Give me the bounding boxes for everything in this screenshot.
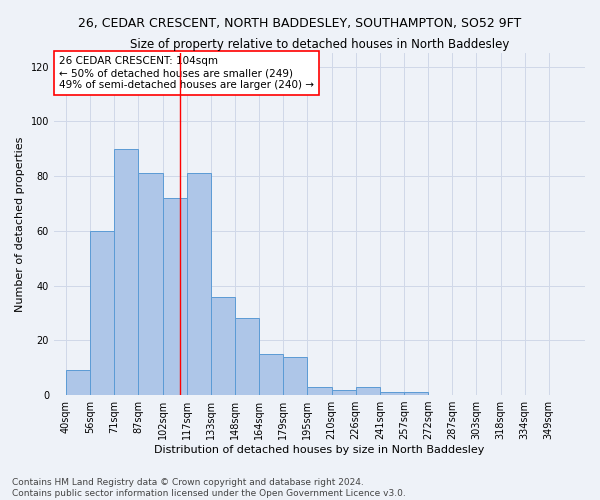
Bar	[114, 149, 139, 395]
Bar	[211, 296, 235, 395]
Bar	[283, 357, 307, 395]
X-axis label: Distribution of detached houses by size in North Baddesley: Distribution of detached houses by size …	[154, 445, 485, 455]
Text: 26, CEDAR CRESCENT, NORTH BADDESLEY, SOUTHAMPTON, SO52 9FT: 26, CEDAR CRESCENT, NORTH BADDESLEY, SOU…	[79, 18, 521, 30]
Bar	[235, 318, 259, 395]
Bar	[404, 392, 428, 395]
Bar	[380, 392, 404, 395]
Bar	[66, 370, 90, 395]
Title: Size of property relative to detached houses in North Baddesley: Size of property relative to detached ho…	[130, 38, 509, 51]
Bar	[332, 390, 356, 395]
Bar	[356, 387, 380, 395]
Bar	[163, 198, 187, 395]
Bar	[90, 231, 114, 395]
Text: 26 CEDAR CRESCENT: 104sqm
← 50% of detached houses are smaller (249)
49% of semi: 26 CEDAR CRESCENT: 104sqm ← 50% of detac…	[59, 56, 314, 90]
Y-axis label: Number of detached properties: Number of detached properties	[15, 136, 25, 312]
Bar	[139, 174, 163, 395]
Text: Contains HM Land Registry data © Crown copyright and database right 2024.
Contai: Contains HM Land Registry data © Crown c…	[12, 478, 406, 498]
Bar	[307, 387, 332, 395]
Bar	[187, 174, 211, 395]
Bar	[259, 354, 283, 395]
